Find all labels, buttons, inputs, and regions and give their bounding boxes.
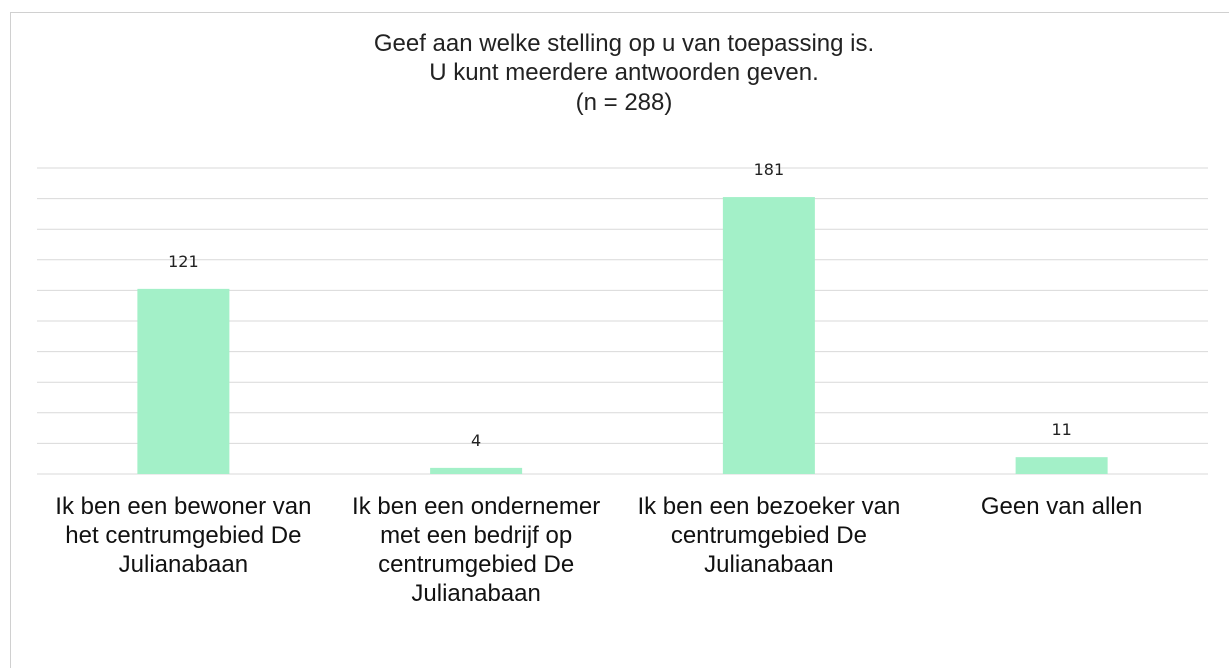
chart-title: Geef aan welke stelling op u van toepass… [374,30,874,57]
value-label: 181 [754,160,785,179]
x-tick-label: Ik ben een ondernemer met een bedrijf op… [352,493,601,607]
value-label: 11 [1051,420,1071,439]
bar [137,288,230,474]
bar [430,467,523,474]
chart-title: (n = 288) [576,89,673,116]
x-tick-label: Ik ben een bezoeker van centrumgebied De… [637,493,901,578]
bar [1015,457,1108,474]
x-tick-label: Ik ben een bewoner van het centrumgebied… [55,493,312,578]
bar [722,197,815,474]
value-label: 121 [168,252,199,271]
chart-title: U kunt meerdere antwoorden geven. [429,59,819,86]
value-label: 4 [471,431,481,450]
chart-border [10,12,1229,668]
x-tick-label: Geen van allen [980,493,1143,520]
